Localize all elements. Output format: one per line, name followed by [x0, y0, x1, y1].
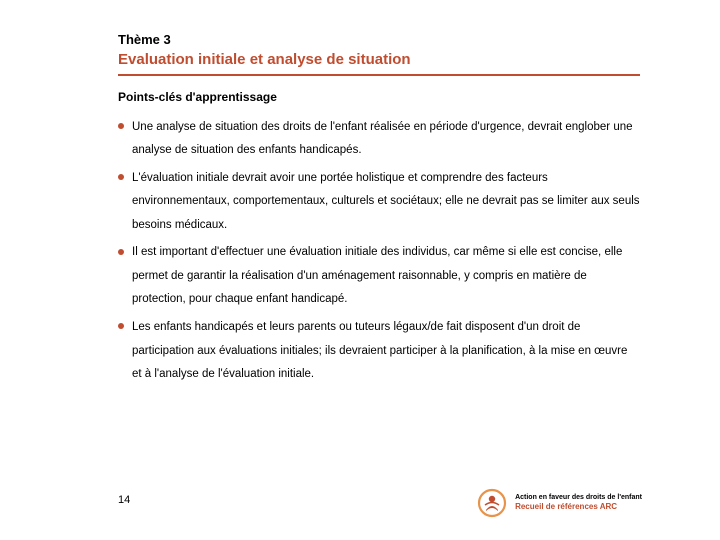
document-page: Thème 3 Evaluation initiale et analyse d…: [0, 0, 720, 540]
page-number: 14: [118, 494, 130, 506]
footer-logo: Action en faveur des droits de l'enfant …: [477, 488, 642, 518]
page-title: Evaluation initiale et analyse de situat…: [118, 51, 640, 68]
list-item: L'évaluation initiale devrait avoir une …: [118, 167, 640, 238]
footer-line1: Action en faveur des droits de l'enfant: [515, 494, 642, 502]
list-item: Les enfants handicapés et leurs parents …: [118, 316, 640, 387]
theme-label: Thème 3: [118, 32, 640, 47]
footer-text: Action en faveur des droits de l'enfant …: [515, 494, 642, 511]
list-item: Il est important d'effectuer une évaluat…: [118, 241, 640, 312]
list-item: Une analyse de situation des droits de l…: [118, 116, 640, 163]
footer-line2: Recueil de références ARC: [515, 502, 642, 511]
title-underline: [118, 74, 640, 76]
subheading: Points-clés d'apprentissage: [118, 90, 640, 104]
logo-icon: [477, 488, 507, 518]
bullet-list: Une analyse de situation des droits de l…: [118, 116, 640, 387]
